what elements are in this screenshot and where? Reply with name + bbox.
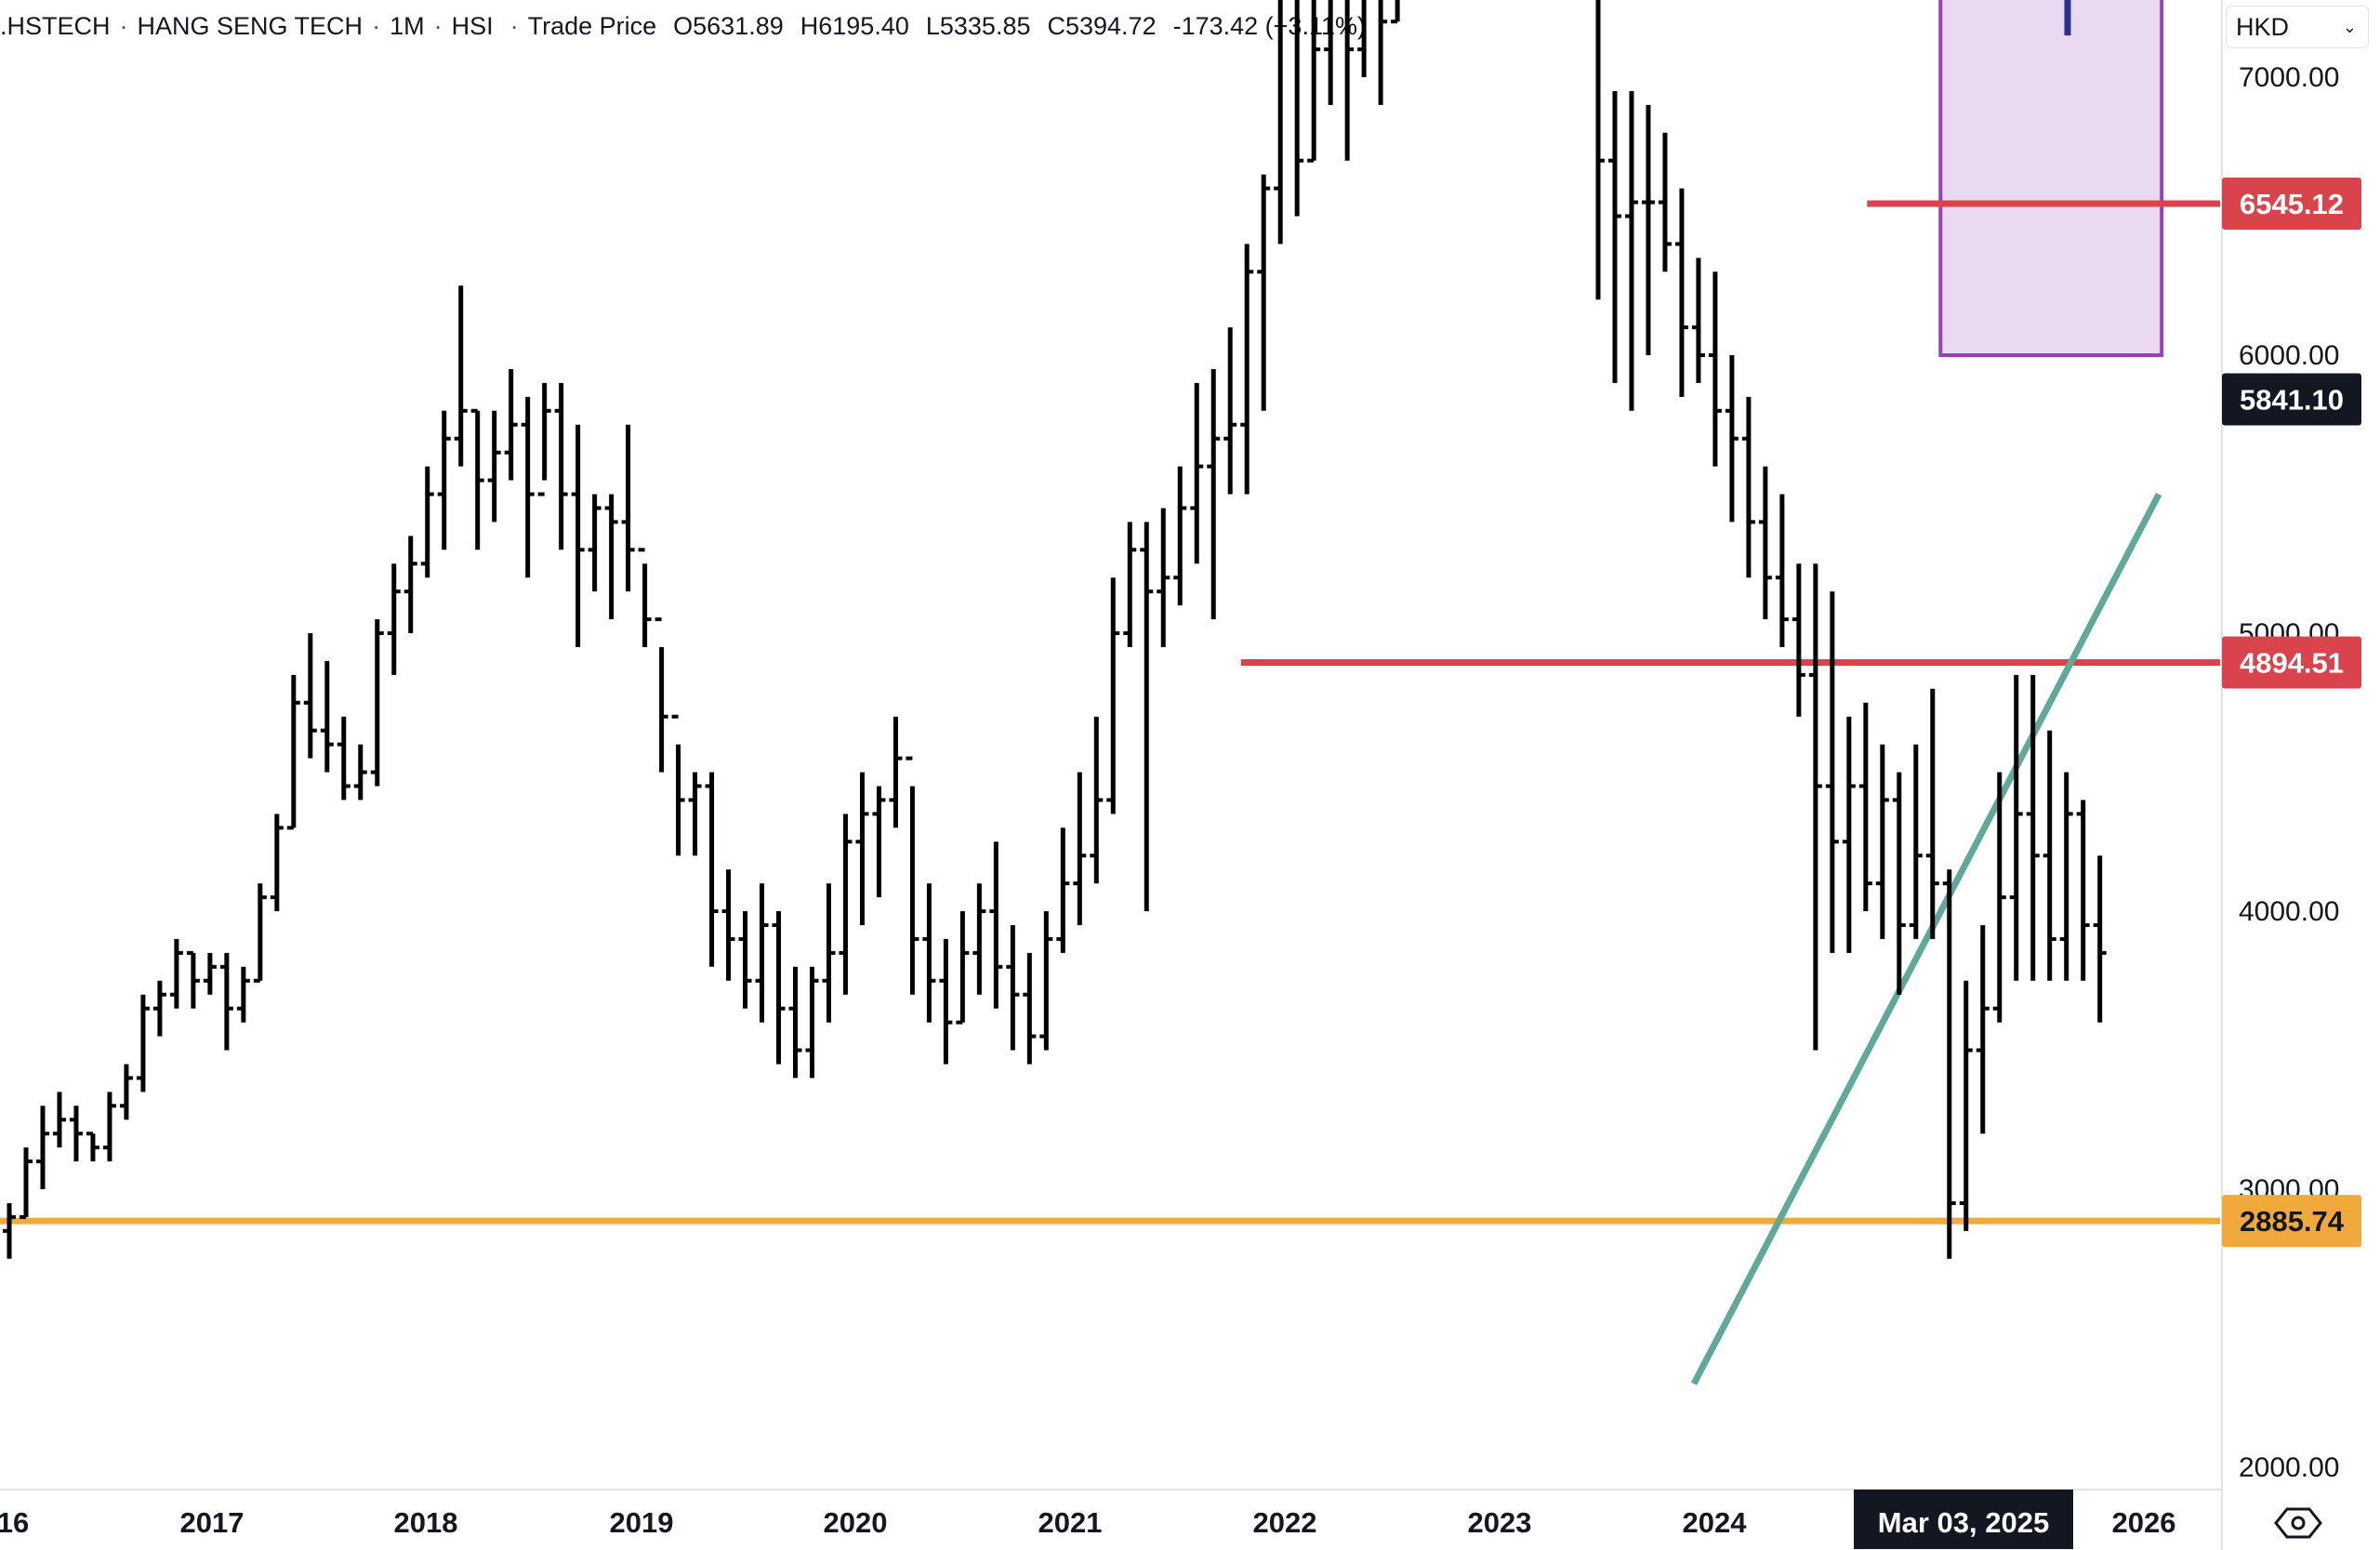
close-value: C5394.72 (1047, 11, 1157, 40)
separator-dot: · (119, 11, 128, 40)
price-label-badge (2222, 178, 2361, 231)
exchange-label: HSI (451, 11, 494, 40)
chevron-down-icon: ⌄ (2342, 17, 2357, 36)
symbol-name: HANG SENG TECH (137, 11, 364, 40)
high-value: H6195.40 (800, 11, 909, 40)
price-label-text: 4894.51 (2240, 647, 2344, 680)
open-value: O5631.89 (673, 11, 784, 40)
time-axis-tick-label: 16 (0, 1506, 29, 1539)
currency-value: HKD (2236, 12, 2290, 41)
chart-legend-header: .HSTECH · HANG SENG TECH · 1M · HSI · Tr… (0, 0, 2213, 52)
time-axis-tick-label: 2022 (1253, 1506, 1317, 1539)
gear-icon-center (2291, 1516, 2306, 1530)
trendline[interactable] (1690, 492, 2162, 1385)
price-label-badge (2222, 373, 2361, 426)
price-axis-tick-label: 6000.00 (2239, 340, 2339, 371)
time-axis-tick-label: 2020 (824, 1506, 888, 1539)
currency-selector[interactable]: HKD ⌄ (2226, 6, 2369, 48)
time-axis-tick-label: 2026 (2112, 1506, 2176, 1539)
price-axis-tick-label: 4000.00 (2239, 896, 2339, 927)
crosshair-date-label: Mar 03, 2025 (1878, 1506, 2049, 1539)
price-label-text: 2885.74 (2240, 1205, 2345, 1238)
time-axis-tick-label: 2021 (1038, 1506, 1103, 1539)
time-axis-tick-label: 2018 (394, 1506, 458, 1539)
interval-label[interactable]: 1M (390, 11, 425, 40)
price-axis-tick-label: 7000.00 (2239, 62, 2339, 93)
gear-icon[interactable] (2274, 1507, 2322, 1539)
time-axis-tick-label: 2024 (1683, 1506, 1748, 1539)
change-value: -173.42 (−3.11%) (1172, 11, 1366, 40)
time-axis-tick-label: 2023 (1468, 1506, 1532, 1539)
price-label-badge (2222, 1195, 2361, 1248)
symbol-label[interactable]: .HSTECH (0, 11, 111, 40)
price-label-badge (2222, 636, 2361, 689)
time-axis-tick-label: 2017 (180, 1506, 245, 1539)
time-axis-tick-label: 2019 (610, 1506, 674, 1539)
crosshair-date-badge (1854, 1490, 2073, 1549)
separator-dot: · (372, 11, 381, 40)
target-zone-box[interactable] (1938, 0, 2164, 357)
price-label-text: 5841.10 (2240, 384, 2344, 417)
price-axis-tick-label: 2000.00 (2239, 1452, 2339, 1483)
price-type-label: Trade Price (527, 11, 657, 40)
separator-dot: · (509, 11, 519, 40)
low-value: L5335.85 (925, 11, 1031, 40)
price-label-text: 6545.12 (2240, 188, 2344, 220)
separator-dot: · (433, 11, 443, 40)
